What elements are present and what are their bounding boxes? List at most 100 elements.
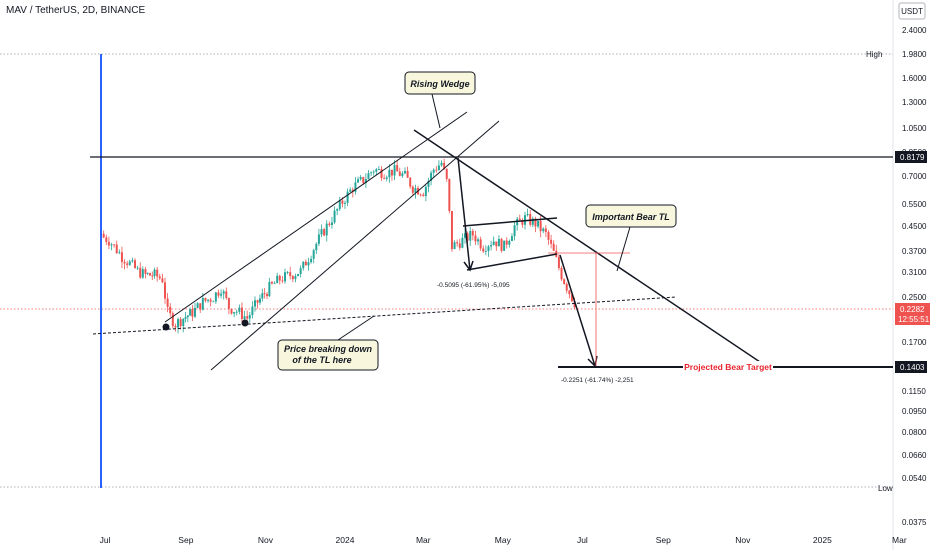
candle-body — [398, 171, 401, 176]
candle-body — [513, 225, 516, 237]
candle-body — [289, 272, 292, 276]
price-tick-label: 0.0950 — [902, 407, 927, 416]
candle-body — [432, 169, 435, 173]
drop-arrow-1 — [457, 157, 471, 271]
candle-body — [380, 169, 383, 179]
level-tag-bg — [895, 151, 927, 163]
candle-body — [435, 169, 438, 171]
price-tick-label: 0.2500 — [902, 293, 927, 302]
level-tag: 0.8179 — [900, 153, 925, 162]
candle-body — [354, 182, 357, 192]
candle-body — [370, 172, 373, 174]
candle-body — [466, 233, 469, 241]
candle-body — [217, 292, 220, 296]
candle-body — [492, 241, 495, 245]
price-tick-label: 0.0375 — [902, 518, 927, 527]
candle-body — [333, 210, 336, 223]
time-tick-label: 2024 — [336, 535, 355, 545]
candle-body — [156, 269, 159, 277]
projected-target-label: Projected Bear Target — [684, 362, 772, 372]
candle-body — [570, 294, 573, 302]
candle-body — [107, 241, 110, 246]
candle-body — [456, 242, 459, 244]
candle-body — [464, 233, 466, 238]
candle-body — [278, 275, 281, 281]
candle-body — [424, 186, 427, 197]
bear-tl-callout[interactable]: Important Bear TL — [585, 204, 677, 272]
time-tick-label: Nov — [735, 535, 751, 545]
candle-body — [560, 268, 563, 280]
last-price-tag-bg — [895, 303, 930, 325]
candle-body — [171, 313, 174, 326]
rising-wedge-callout[interactable]: Rising Wedge — [404, 71, 476, 129]
candle-body — [286, 272, 289, 273]
candle-body — [430, 172, 433, 181]
candle-body — [297, 274, 300, 277]
candle-body — [214, 292, 217, 302]
candle-body — [151, 275, 154, 277]
candle-body — [158, 276, 161, 279]
candle-body — [505, 240, 508, 245]
price-tick-label: 0.0660 — [902, 451, 927, 460]
price-breaking-callout[interactable]: Price breaking down of the TL here — [277, 315, 379, 371]
candle-body — [139, 267, 142, 278]
candle-body — [372, 171, 375, 173]
candle-body — [383, 178, 386, 179]
price-breaking-box — [277, 339, 379, 371]
candle-body — [537, 220, 540, 227]
candle-body — [406, 170, 409, 178]
candle-body — [118, 252, 121, 254]
candle-body — [266, 294, 268, 297]
candle-body — [367, 173, 370, 180]
candle-body — [422, 194, 425, 197]
candle-body — [539, 220, 542, 232]
time-tick-label: May — [495, 535, 512, 545]
candle-body — [105, 237, 108, 242]
candle-body — [126, 263, 129, 265]
candle-body — [529, 214, 532, 225]
time-tick-label: Nov — [258, 535, 274, 545]
price-breaking-text-1: Price breaking down — [284, 344, 373, 354]
price-tick-label: 2.4000 — [902, 26, 927, 35]
candle-body — [169, 306, 172, 314]
time-tick-label: Sep — [178, 535, 193, 545]
price-tick-label: 0.1700 — [902, 338, 927, 347]
candle-body — [477, 239, 480, 242]
candle-body — [220, 293, 223, 296]
price-tick-label: 0.3700 — [902, 247, 927, 256]
candle-body — [503, 240, 506, 251]
candle-body — [357, 179, 360, 183]
candle-body — [336, 209, 339, 211]
candle-body — [248, 315, 251, 319]
candle-body — [199, 303, 202, 310]
candle-body — [120, 252, 123, 262]
bear-tl-pointer — [616, 226, 631, 272]
candle-body — [500, 238, 503, 251]
candle-body — [246, 316, 249, 319]
candle-body — [411, 186, 414, 193]
candle-body — [310, 258, 313, 263]
price-tick-label: 0.0800 — [902, 428, 927, 437]
flag-upper-line — [462, 217, 558, 227]
price-axis[interactable]: USDT 2.40001.98001.60001.30001.05000.850… — [892, 0, 927, 550]
price-breaking-pointer — [337, 315, 375, 341]
candle-body — [182, 318, 185, 327]
candle-body — [189, 309, 192, 316]
candle-body — [461, 237, 464, 248]
price-breaking-text-2: of the TL here — [292, 355, 351, 365]
flag-lower-line — [466, 253, 558, 271]
time-axis[interactable]: Jul Sep Nov 2024 Mar May Jul Sep Nov 2025 Mar — [100, 535, 907, 545]
candle-body — [268, 281, 271, 297]
currency-box[interactable] — [898, 2, 926, 20]
candle-body — [299, 268, 302, 275]
candle-body — [404, 170, 406, 174]
candle-body — [508, 240, 511, 245]
candle-body — [518, 218, 521, 221]
high-label: High — [866, 50, 882, 59]
candle-body — [469, 231, 472, 241]
candle-body — [344, 202, 346, 204]
candle-body — [102, 233, 105, 238]
bear-tl-text: Important Bear TL — [592, 212, 670, 222]
candle-body — [191, 309, 194, 317]
